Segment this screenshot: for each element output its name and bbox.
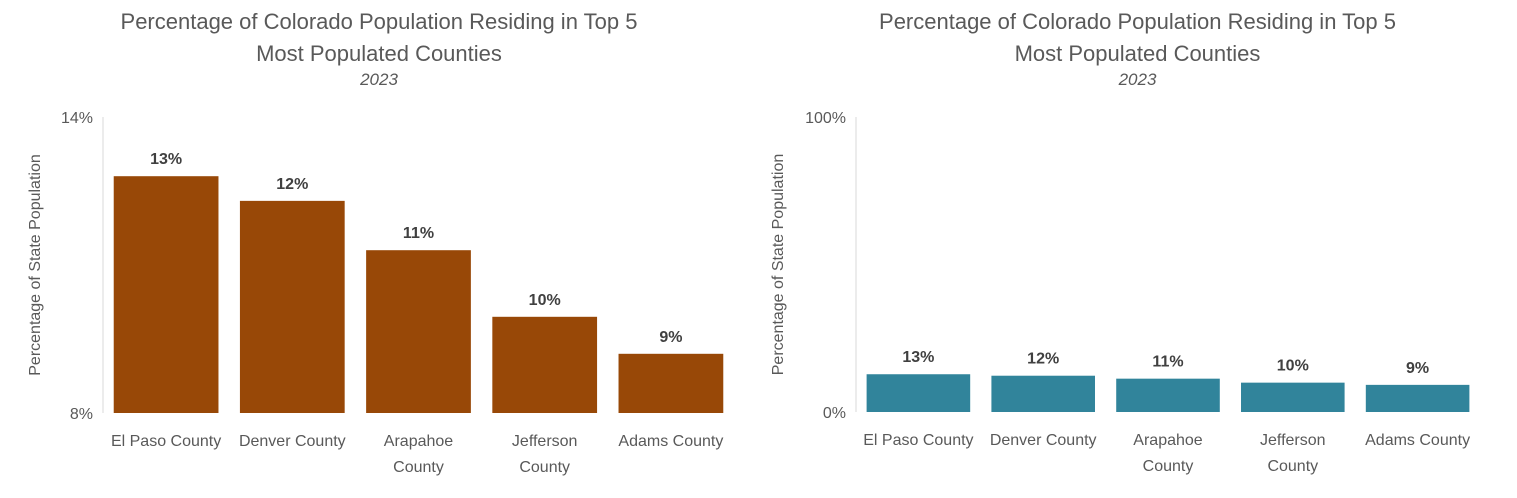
category-label: El Paso County xyxy=(111,433,221,450)
category-label: Denver County xyxy=(990,432,1097,449)
bar xyxy=(991,375,1095,412)
category-label: County xyxy=(393,459,444,476)
y-axis-title: Percentage of State Population xyxy=(27,154,44,376)
bar xyxy=(1365,384,1470,412)
chart-title-line-2: Most Populated Counties xyxy=(1014,41,1261,66)
bar xyxy=(1241,382,1345,412)
category-label: Denver County xyxy=(239,433,346,450)
chart-title: Percentage of Colorado Population Residi… xyxy=(0,6,758,70)
chart-subtitle: 2023 xyxy=(360,70,398,89)
data-label: 10% xyxy=(529,292,561,309)
data-label: 11% xyxy=(1152,354,1183,371)
category-label: County xyxy=(519,459,570,476)
category-label: Jefferson xyxy=(1260,432,1326,449)
bar-chart-left: 8% 14% Percentage of State Population 13% El… xyxy=(27,110,724,476)
chart-title-line-1: Percentage of Colorado Population Residi… xyxy=(879,9,1396,34)
category-label: Adams County xyxy=(618,433,723,450)
y-tick-label: 14% xyxy=(61,110,93,127)
bar xyxy=(1116,378,1220,412)
chart-panel-right: Percentage of Colorado Population Residi… xyxy=(758,0,1517,498)
chart-title-line-2: Most Populated Counties xyxy=(256,41,502,66)
y-tick-label: 8% xyxy=(70,406,93,423)
category-label: County xyxy=(1143,458,1194,475)
bar xyxy=(113,176,219,413)
y-tick-label: 100% xyxy=(805,110,846,127)
chart-subtitle: 2023 xyxy=(1118,70,1157,89)
bar xyxy=(866,374,971,412)
bar xyxy=(239,200,345,413)
category-label: County xyxy=(1267,458,1318,475)
chart-panel-left: Percentage of Colorado Population Residi… xyxy=(0,0,758,498)
data-label: 10% xyxy=(1277,358,1309,375)
y-tick-label: 0% xyxy=(823,405,846,422)
data-label: 11% xyxy=(403,225,434,242)
data-label: 9% xyxy=(659,329,682,346)
data-label: 12% xyxy=(276,176,308,193)
bar xyxy=(492,316,598,413)
category-label: El Paso County xyxy=(863,432,973,449)
category-label: Adams County xyxy=(1365,432,1470,449)
data-label: 12% xyxy=(1027,351,1059,368)
y-axis-title: Percentage of State Population xyxy=(770,154,787,376)
bar xyxy=(618,353,724,413)
data-label: 13% xyxy=(150,151,182,168)
chart-title-line-1: Percentage of Colorado Population Residi… xyxy=(120,9,638,34)
category-label: Arapahoe xyxy=(384,433,453,450)
category-label: Arapahoe xyxy=(1133,432,1202,449)
bar xyxy=(366,250,471,413)
data-label: 13% xyxy=(902,349,934,366)
bar-chart-right: 0% 100% Percentage of State Population 13% E… xyxy=(770,110,1470,475)
data-label: 9% xyxy=(1406,360,1429,377)
category-label: Jefferson xyxy=(512,433,578,450)
chart-title: Percentage of Colorado Population Residi… xyxy=(758,6,1517,70)
